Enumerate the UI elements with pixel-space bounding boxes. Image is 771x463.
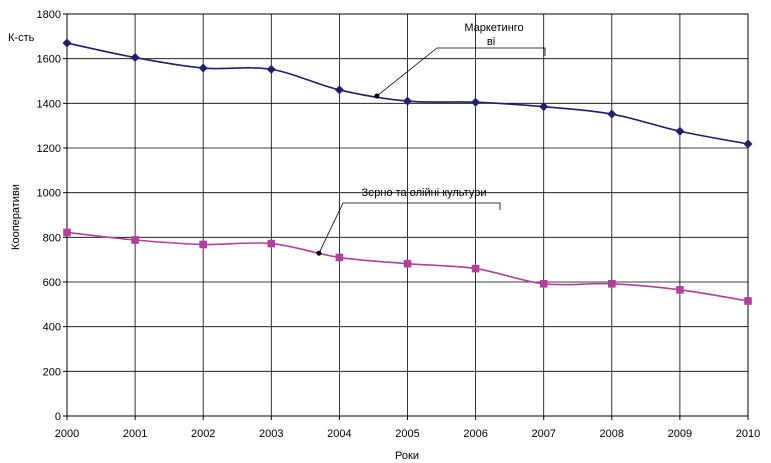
y-tick-label: 1400 (37, 98, 61, 110)
y-tick-label: 600 (43, 277, 61, 289)
series-point (131, 236, 139, 244)
series-point (62, 38, 72, 48)
x-tick-label: 2005 (395, 428, 419, 440)
series-point (403, 96, 412, 106)
x-tick-label: 2008 (600, 428, 624, 440)
callout-label: Зерно та олійні культури (362, 187, 487, 199)
y-tick-label: 1200 (37, 143, 61, 155)
series-point (471, 97, 481, 107)
x-axis-title: Роки (395, 450, 419, 462)
series-point (130, 53, 140, 63)
y-tick-label: 0 (55, 411, 61, 423)
series-point (403, 259, 412, 268)
annotations: Маркетинго ві Зерно та олійні культури (316, 22, 546, 256)
series-point (63, 228, 71, 237)
y-tick-label: 400 (43, 322, 61, 334)
x-tick-label: 2009 (668, 428, 692, 440)
x-tick-label: 2000 (55, 428, 79, 440)
series-layer (62, 38, 753, 305)
callout-label: ві (487, 36, 495, 48)
x-tick-label: 2007 (531, 428, 555, 440)
y-tick-label: 200 (43, 366, 61, 378)
axes (63, 13, 749, 420)
y-axis-title: Кооперативи (10, 184, 22, 250)
y-tick-label: 1600 (37, 54, 61, 66)
series-point (675, 126, 685, 136)
series-point (334, 85, 344, 95)
x-tick-label: 2001 (123, 428, 147, 440)
x-tick-label: 2010 (736, 428, 760, 440)
tick-labels: 0 200 400 600 800 1000 1200 1400 1600 1800 2000 200… (37, 9, 761, 440)
series-point (744, 297, 752, 305)
series-point (539, 102, 549, 112)
callout-leader (318, 202, 501, 254)
series-point (471, 264, 480, 273)
x-tick-label: 2004 (327, 428, 351, 440)
x-tick-label: 2006 (463, 428, 487, 440)
series-point (267, 239, 276, 248)
x-tick-label: 2003 (259, 428, 283, 440)
y-tick-label: 1800 (37, 9, 61, 21)
callout-leader (376, 47, 546, 97)
y-axis-unit-label: К-сть (8, 32, 35, 44)
series-point (266, 64, 276, 74)
grid (66, 13, 749, 417)
x-tick-label: 2002 (191, 428, 215, 440)
series-point (676, 286, 684, 294)
series-point (198, 63, 208, 73)
series-point (335, 253, 344, 262)
series-point (199, 240, 207, 249)
series-point (743, 139, 753, 149)
callout-label: Маркетинго (464, 22, 523, 34)
y-tick-label: 1000 (37, 188, 61, 200)
series-point (608, 279, 616, 288)
y-tick-label: 800 (43, 232, 61, 244)
series-point (539, 279, 548, 288)
series-point (607, 109, 617, 119)
